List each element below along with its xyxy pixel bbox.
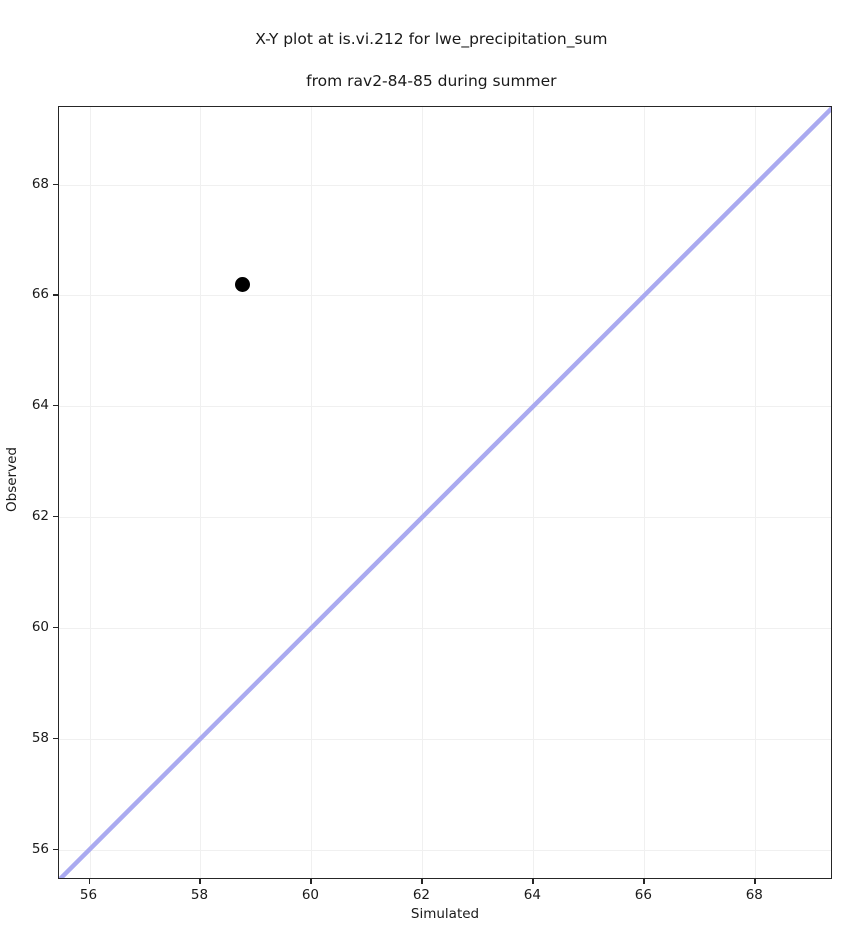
gridline-vertical bbox=[644, 107, 646, 878]
x-tick-label: 68 bbox=[745, 887, 763, 903]
gridline-vertical bbox=[200, 107, 202, 878]
x-tick-label: 58 bbox=[190, 887, 209, 903]
x-tick-label: 66 bbox=[634, 887, 652, 903]
y-tick-label: 60 bbox=[31, 618, 49, 635]
x-tick-label: 60 bbox=[301, 887, 320, 903]
gridline-vertical bbox=[422, 107, 424, 878]
gridline-horizontal bbox=[59, 184, 831, 186]
y-tick-label: 62 bbox=[31, 508, 49, 525]
y-tick-label: 66 bbox=[31, 286, 49, 303]
gridline-horizontal bbox=[59, 406, 831, 408]
gridline-horizontal bbox=[59, 849, 831, 851]
y-tick-mark bbox=[53, 183, 58, 185]
x-tick-label: 62 bbox=[412, 887, 430, 903]
chart-title: X-Y plot at is.vi.212 for lwe_precipitat… bbox=[0, 8, 843, 113]
plot-area bbox=[58, 106, 832, 879]
x-tick-mark bbox=[754, 879, 756, 884]
y-axis-label: Observed bbox=[4, 447, 20, 512]
x-tick-mark bbox=[421, 879, 423, 884]
x-tick-mark bbox=[310, 879, 312, 884]
one-to-one-reference-line bbox=[59, 107, 831, 878]
gridline-horizontal bbox=[59, 627, 831, 629]
gridline-horizontal bbox=[59, 738, 831, 740]
scatter-point bbox=[235, 276, 251, 292]
gridline-vertical bbox=[755, 107, 757, 878]
x-tick-label: 64 bbox=[523, 887, 541, 903]
y-tick-label: 58 bbox=[31, 729, 49, 746]
chart-title-line-2: from rav2-84-85 during summer bbox=[306, 72, 557, 90]
x-tick-mark bbox=[532, 879, 534, 884]
x-tick-mark bbox=[88, 879, 90, 884]
y-tick-mark bbox=[53, 516, 58, 518]
gridline-vertical bbox=[533, 107, 535, 878]
x-tick-mark bbox=[643, 879, 645, 884]
y-tick-label: 68 bbox=[31, 175, 49, 192]
y-tick-mark bbox=[53, 626, 58, 629]
x-tick-mark bbox=[199, 879, 201, 884]
y-tick-mark bbox=[53, 848, 58, 850]
y-tick-mark bbox=[53, 294, 58, 296]
y-tick-label: 56 bbox=[31, 840, 49, 857]
x-axis-label: Simulated bbox=[410, 906, 480, 922]
gridline-horizontal bbox=[59, 295, 831, 297]
x-tick-label: 56 bbox=[79, 887, 98, 903]
gridline-vertical bbox=[311, 107, 313, 878]
gridline-vertical bbox=[89, 107, 91, 878]
y-tick-mark bbox=[53, 737, 58, 739]
y-tick-label: 64 bbox=[31, 397, 49, 414]
y-tick-mark bbox=[53, 405, 58, 407]
gridline-horizontal bbox=[59, 517, 831, 519]
chart-title-line-1: X-Y plot at is.vi.212 for lwe_precipitat… bbox=[255, 30, 608, 48]
